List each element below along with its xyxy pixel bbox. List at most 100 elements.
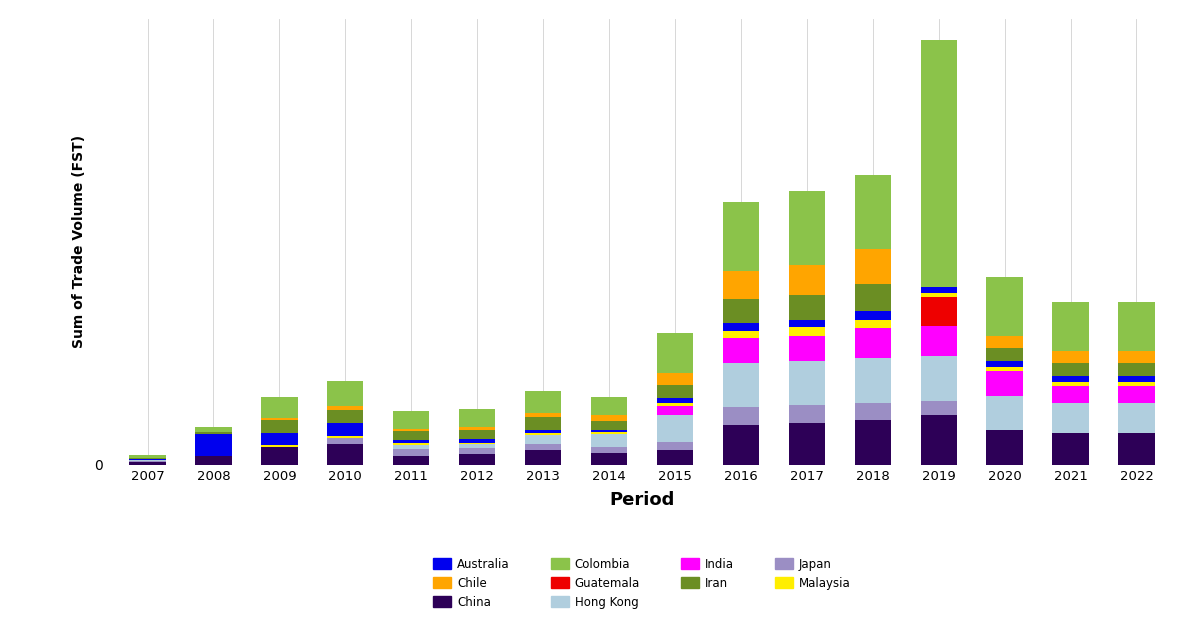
Bar — [460, 454, 496, 465]
Bar — [986, 277, 1022, 337]
Bar — [460, 443, 496, 444]
Bar — [262, 447, 298, 465]
Bar — [328, 381, 364, 406]
Bar — [130, 461, 166, 462]
Bar — [524, 435, 562, 444]
Y-axis label: Sum of Trade Volume (FST): Sum of Trade Volume (FST) — [72, 135, 86, 349]
Bar — [590, 431, 628, 434]
Bar — [1052, 351, 1088, 363]
Bar — [524, 391, 562, 413]
Bar — [262, 445, 298, 447]
Bar — [854, 311, 890, 320]
Bar — [328, 444, 364, 465]
Bar — [656, 442, 694, 450]
Bar — [1052, 302, 1088, 351]
Bar — [920, 297, 956, 327]
Bar — [656, 385, 694, 398]
Bar — [1118, 351, 1154, 363]
Bar — [788, 361, 824, 406]
Bar — [328, 438, 364, 444]
Bar — [722, 408, 760, 425]
Bar — [196, 456, 232, 465]
Bar — [524, 433, 562, 435]
Bar — [722, 299, 760, 323]
Bar — [788, 295, 824, 320]
Bar — [788, 320, 824, 327]
Bar — [722, 271, 760, 299]
Bar — [656, 373, 694, 385]
Bar — [986, 371, 1022, 396]
Bar — [394, 449, 430, 456]
Bar — [1118, 404, 1154, 433]
Bar — [394, 431, 430, 440]
Bar — [722, 425, 760, 465]
Bar — [722, 202, 760, 271]
Bar — [722, 363, 760, 408]
Bar — [854, 249, 890, 284]
Bar — [590, 397, 628, 415]
Bar — [394, 443, 430, 445]
Bar — [1118, 382, 1154, 386]
Bar — [460, 427, 496, 430]
Bar — [328, 436, 364, 438]
Bar — [394, 456, 430, 465]
Bar — [920, 287, 956, 293]
Bar — [788, 423, 824, 465]
Bar — [656, 450, 694, 465]
Bar — [986, 430, 1022, 465]
Bar — [130, 455, 166, 458]
Bar — [788, 191, 824, 265]
Bar — [262, 433, 298, 445]
Bar — [196, 431, 232, 434]
Bar — [590, 430, 628, 431]
Bar — [460, 409, 496, 427]
Bar — [1052, 433, 1088, 465]
Bar — [460, 448, 496, 454]
Bar — [196, 426, 232, 431]
Bar — [460, 438, 496, 443]
Bar — [394, 411, 430, 429]
Bar — [130, 459, 166, 460]
Bar — [524, 430, 562, 433]
Bar — [130, 458, 166, 459]
Bar — [920, 327, 956, 356]
Bar — [1052, 382, 1088, 386]
Bar — [1118, 386, 1154, 404]
Bar — [328, 410, 364, 423]
Bar — [656, 403, 694, 406]
Bar — [1118, 376, 1154, 382]
Bar — [524, 444, 562, 450]
Bar — [460, 430, 496, 438]
Bar — [722, 332, 760, 338]
Bar — [262, 420, 298, 433]
Bar — [656, 333, 694, 373]
Bar — [854, 403, 890, 420]
Bar — [854, 420, 890, 465]
Bar — [1052, 386, 1088, 404]
Bar — [920, 356, 956, 401]
Bar — [394, 440, 430, 443]
Bar — [1052, 363, 1088, 376]
Bar — [1118, 433, 1154, 465]
Bar — [524, 413, 562, 417]
Bar — [854, 284, 890, 311]
Bar — [854, 328, 890, 358]
Bar — [986, 361, 1022, 367]
Bar — [788, 337, 824, 361]
Bar — [328, 423, 364, 436]
Bar — [920, 401, 956, 415]
Bar — [590, 415, 628, 421]
Bar — [788, 327, 824, 337]
Bar — [262, 418, 298, 420]
Bar — [920, 40, 956, 287]
Bar — [196, 434, 232, 456]
Bar — [656, 415, 694, 442]
Bar — [460, 444, 496, 448]
Bar — [722, 338, 760, 363]
Bar — [854, 358, 890, 403]
Bar — [1118, 302, 1154, 351]
Bar — [656, 398, 694, 403]
Bar — [394, 429, 430, 431]
Bar — [394, 445, 430, 449]
Bar — [1052, 404, 1088, 433]
